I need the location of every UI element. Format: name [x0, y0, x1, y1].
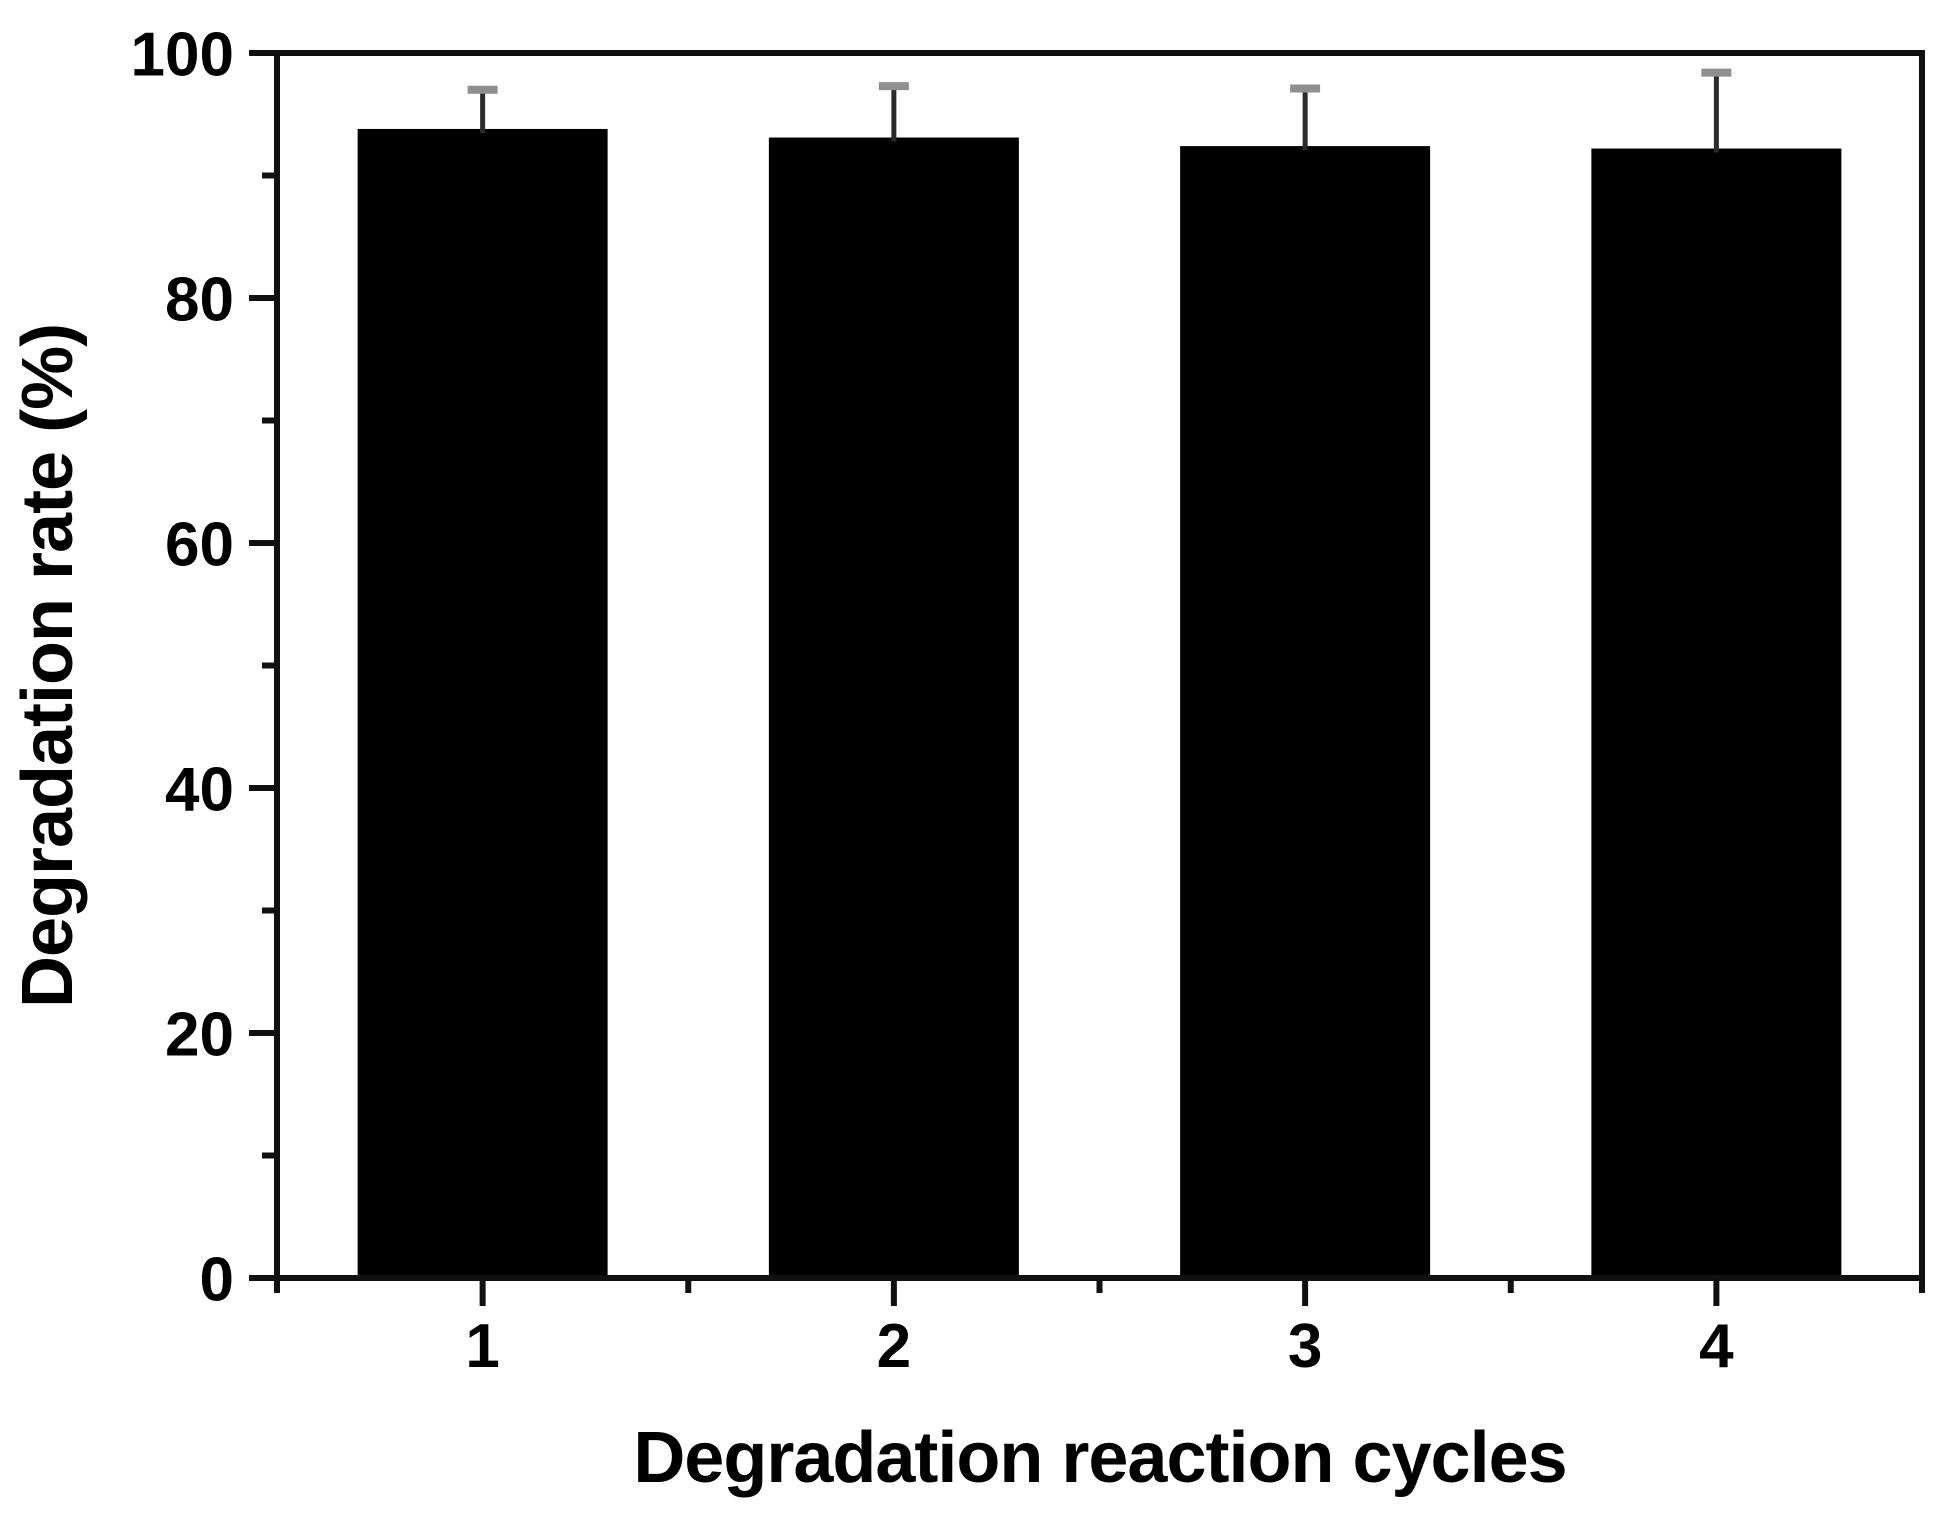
y-tick-label: 60	[165, 510, 234, 579]
y-tick-label: 40	[165, 755, 234, 824]
x-tick-label: 3	[1288, 1312, 1322, 1381]
bar-cycle-2	[768, 137, 1019, 1278]
x-tick-label: 4	[1699, 1312, 1734, 1381]
y-tick-label: 20	[165, 1000, 234, 1069]
y-tick-label: 100	[131, 20, 234, 89]
bar-cycle-3	[1180, 146, 1431, 1279]
x-axis-title: Degradation reaction cycles	[633, 1418, 1566, 1498]
x-tick-label: 2	[877, 1312, 911, 1381]
y-tick-label: 80	[165, 265, 234, 334]
bar-cycle-1	[357, 128, 608, 1279]
bar-cycle-4	[1591, 148, 1842, 1278]
y-axis-title: Degradation rate (%)	[8, 324, 88, 1008]
y-tick-label: 0	[200, 1245, 234, 1314]
chart-plot-area: 0 20 40 60 80 100 1 2 3 4	[131, 20, 1925, 1381]
x-tick-label: 1	[465, 1312, 499, 1381]
